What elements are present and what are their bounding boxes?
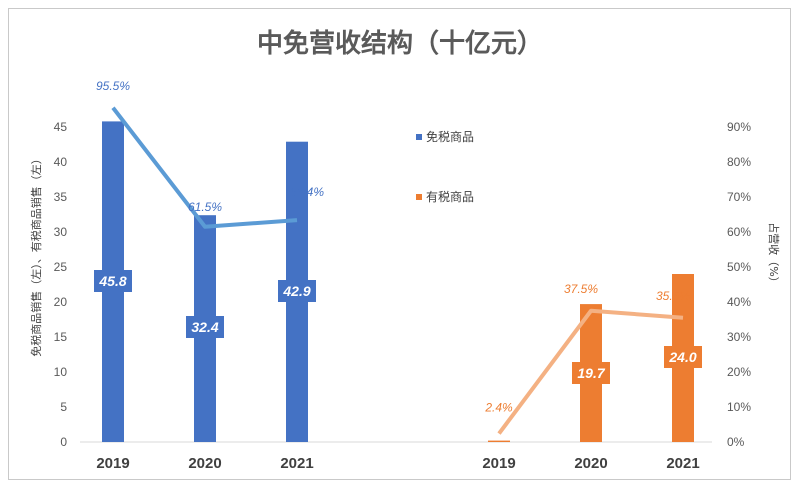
chart-frame (8, 8, 791, 480)
right-tick-label: 50% (727, 260, 751, 274)
right-tick-label: 40% (727, 295, 751, 309)
left-tick-label: 20 (54, 295, 68, 309)
left-axis-ticks: 0 5 10 15 20 25 30 35 40 45 (54, 120, 68, 449)
bars-layer (102, 121, 694, 443)
x-tick-label: 2021 (666, 455, 699, 472)
legend-label: 有税商品 (426, 189, 474, 204)
right-tick-label: 90% (727, 120, 751, 134)
labels-layer: 45.8 32.4 42.9 95.5% 61.5% 63.4% 19.7 24.0 2.4% 3… (94, 79, 702, 415)
left-tick-label: 0 (60, 435, 67, 449)
bar (488, 440, 510, 442)
bar-value-label: 42.9 (282, 283, 310, 299)
left-tick-label: 25 (54, 260, 68, 274)
left-tick-label: 40 (54, 155, 68, 169)
right-axis-ticks: 0% 10% 20% 30% 40% 50% 60% 70% 80% 90% (727, 120, 751, 449)
legend-swatch (416, 134, 422, 140)
x-tick-label: 2019 (482, 455, 515, 472)
x-tick-label: 2021 (280, 455, 313, 472)
left-tick-label: 45 (54, 120, 68, 134)
lines-layer (111, 106, 684, 435)
left-tick-label: 10 (54, 365, 68, 379)
right-axis-label: 占营收（%） (767, 222, 781, 287)
share-label: 63.4% (290, 185, 324, 199)
legend-label: 免税商品 (426, 129, 474, 144)
right-tick-label: 70% (727, 190, 751, 204)
bar-value-label-box (664, 346, 702, 368)
x-tick-label: 2020 (574, 455, 607, 472)
legend-swatch (416, 194, 422, 200)
share-label: 37.5% (564, 282, 598, 296)
right-tick-label: 20% (727, 365, 751, 379)
bar-value-label: 45.8 (98, 273, 126, 289)
share-line (497, 308, 684, 435)
left-tick-label: 5 (60, 400, 67, 414)
bar-value-label: 19.7 (577, 365, 605, 381)
share-label: 2.4% (484, 401, 513, 415)
left-tick-label: 35 (54, 190, 68, 204)
bar-value-label-box (278, 280, 316, 302)
left-axis-label: 免税商品销售（左）、有税商品销售（左） (29, 153, 43, 357)
share-label: 35.5% (656, 289, 690, 303)
right-tick-label: 10% (727, 400, 751, 414)
bar-value-label-box (572, 362, 610, 384)
right-tick-label: 0% (727, 435, 745, 449)
share-line (111, 106, 298, 229)
right-tick-label: 60% (727, 225, 751, 239)
bar-value-label: 24.0 (668, 349, 696, 365)
x-axis-ticks: 2019 2020 2021 2019 2020 2021 (96, 455, 699, 472)
left-tick-label: 15 (54, 330, 68, 344)
x-tick-label: 2020 (188, 455, 221, 472)
left-tick-label: 30 (54, 225, 68, 239)
right-tick-label: 80% (727, 155, 751, 169)
chart-title: 中免营收结构（十亿元） (257, 28, 543, 59)
bar-value-label: 32.4 (191, 319, 218, 335)
bar-value-label-box (94, 270, 132, 292)
share-label: 61.5% (188, 200, 222, 214)
x-tick-label: 2019 (96, 455, 129, 472)
right-tick-label: 30% (727, 330, 751, 344)
share-label: 95.5% (96, 79, 130, 93)
bar-value-label-box (186, 316, 224, 338)
